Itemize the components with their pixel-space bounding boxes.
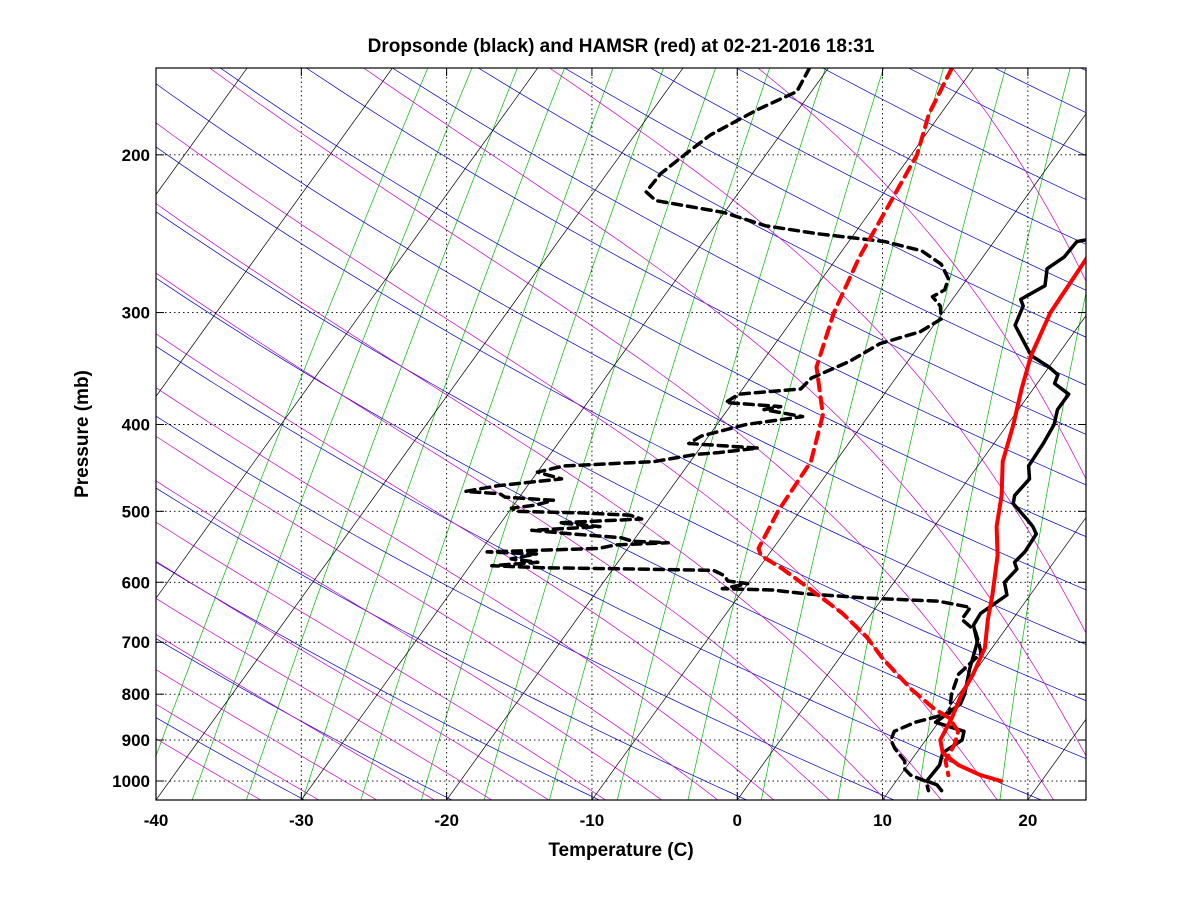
dry-adiabat-line <box>156 146 1086 645</box>
y-tick-label: 400 <box>122 416 150 435</box>
y-axis-label: Pressure (mb) <box>72 370 93 498</box>
moist-adiabat-line <box>156 480 663 800</box>
x-tick-label: -40 <box>144 811 169 830</box>
dropsonde-dewpoint-line <box>463 68 983 793</box>
y-tick-label: 300 <box>122 304 150 323</box>
moist-adiabat-line <box>156 435 719 800</box>
moist-adiabat-line <box>548 68 1086 634</box>
x-axis-label: Temperature (C) <box>548 840 693 861</box>
mixing-ratio-line <box>360 68 614 800</box>
mixing-ratio-line <box>761 68 944 800</box>
mixing-ratio-line <box>191 68 473 800</box>
dry-adiabat-line <box>391 68 1086 435</box>
mixing-ratio-line <box>687 68 884 800</box>
isotherm-line <box>591 113 1086 800</box>
isotherm-line <box>736 315 1086 800</box>
y-tick-label: 200 <box>122 146 150 165</box>
y-tick-label: 500 <box>122 502 150 521</box>
data-series <box>463 68 1086 793</box>
x-tick-label: -30 <box>289 811 314 830</box>
mixing-ratio-line <box>483 68 716 800</box>
mixing-ratio-line <box>549 68 770 800</box>
y-tick-label: 1000 <box>112 772 150 791</box>
x-tick-label: -20 <box>434 811 459 830</box>
hamsr-dewpoint-line <box>756 68 961 778</box>
plot-frame <box>155 67 1087 801</box>
moist-adiabat-line <box>362 68 1086 757</box>
moist-adiabat-line <box>156 560 550 800</box>
dry-adiabat-line <box>477 68 1086 386</box>
moist-adiabat-line <box>156 521 607 800</box>
dry-adiabat-line <box>156 638 453 800</box>
y-tick-label: 800 <box>122 685 150 704</box>
dry-adiabat-line <box>156 415 895 800</box>
isotherm-line <box>156 68 393 397</box>
isotherm-line <box>156 68 684 800</box>
chart-title: Dropsonde (black) and HAMSR (red) at 02-… <box>368 36 875 57</box>
y-tick-label: 600 <box>122 573 150 592</box>
moist-adiabat-line <box>209 68 1055 800</box>
moist-adiabat-line <box>156 333 831 800</box>
dry-adiabat-line <box>156 277 1086 759</box>
moist-adiabat-line <box>156 669 378 800</box>
moist-adiabat-line <box>156 203 942 800</box>
y-tick-label: 700 <box>122 633 150 652</box>
moist-adiabat-line <box>156 272 886 800</box>
x-tick-label: 0 <box>733 811 742 830</box>
isotherm-line <box>156 68 539 599</box>
dropsonde-temperature-line <box>924 238 1086 793</box>
dry-adiabat-line <box>156 717 306 800</box>
isotherm-line <box>156 68 248 196</box>
x-tick-label: 20 <box>1018 811 1037 830</box>
mixing-ratio-line <box>616 68 826 800</box>
hamsr-temperature-line <box>938 255 1086 783</box>
dry-adiabat-line <box>563 68 1086 338</box>
axis-ticks: -40 -30 -20 -10 0 10 20 200 300 400 500 600 700 800 90… <box>112 68 1086 830</box>
isotherm-line <box>446 68 975 800</box>
grid-lines <box>156 68 1086 800</box>
isotherm-line <box>300 68 829 800</box>
y-tick-label: 900 <box>122 731 150 750</box>
mixing-ratio-line <box>420 68 664 800</box>
x-tick-label: 10 <box>873 811 892 830</box>
dry-adiabat-line <box>156 345 1043 800</box>
x-tick-label: -10 <box>580 811 605 830</box>
moist-adiabat-line <box>156 597 493 800</box>
moist-adiabat-line <box>156 387 775 800</box>
moist-adiabat-line <box>156 703 320 800</box>
mixing-ratio-line <box>916 68 1071 800</box>
dry-adiabat-line <box>156 487 748 800</box>
moist-adiabat-line <box>156 634 436 800</box>
